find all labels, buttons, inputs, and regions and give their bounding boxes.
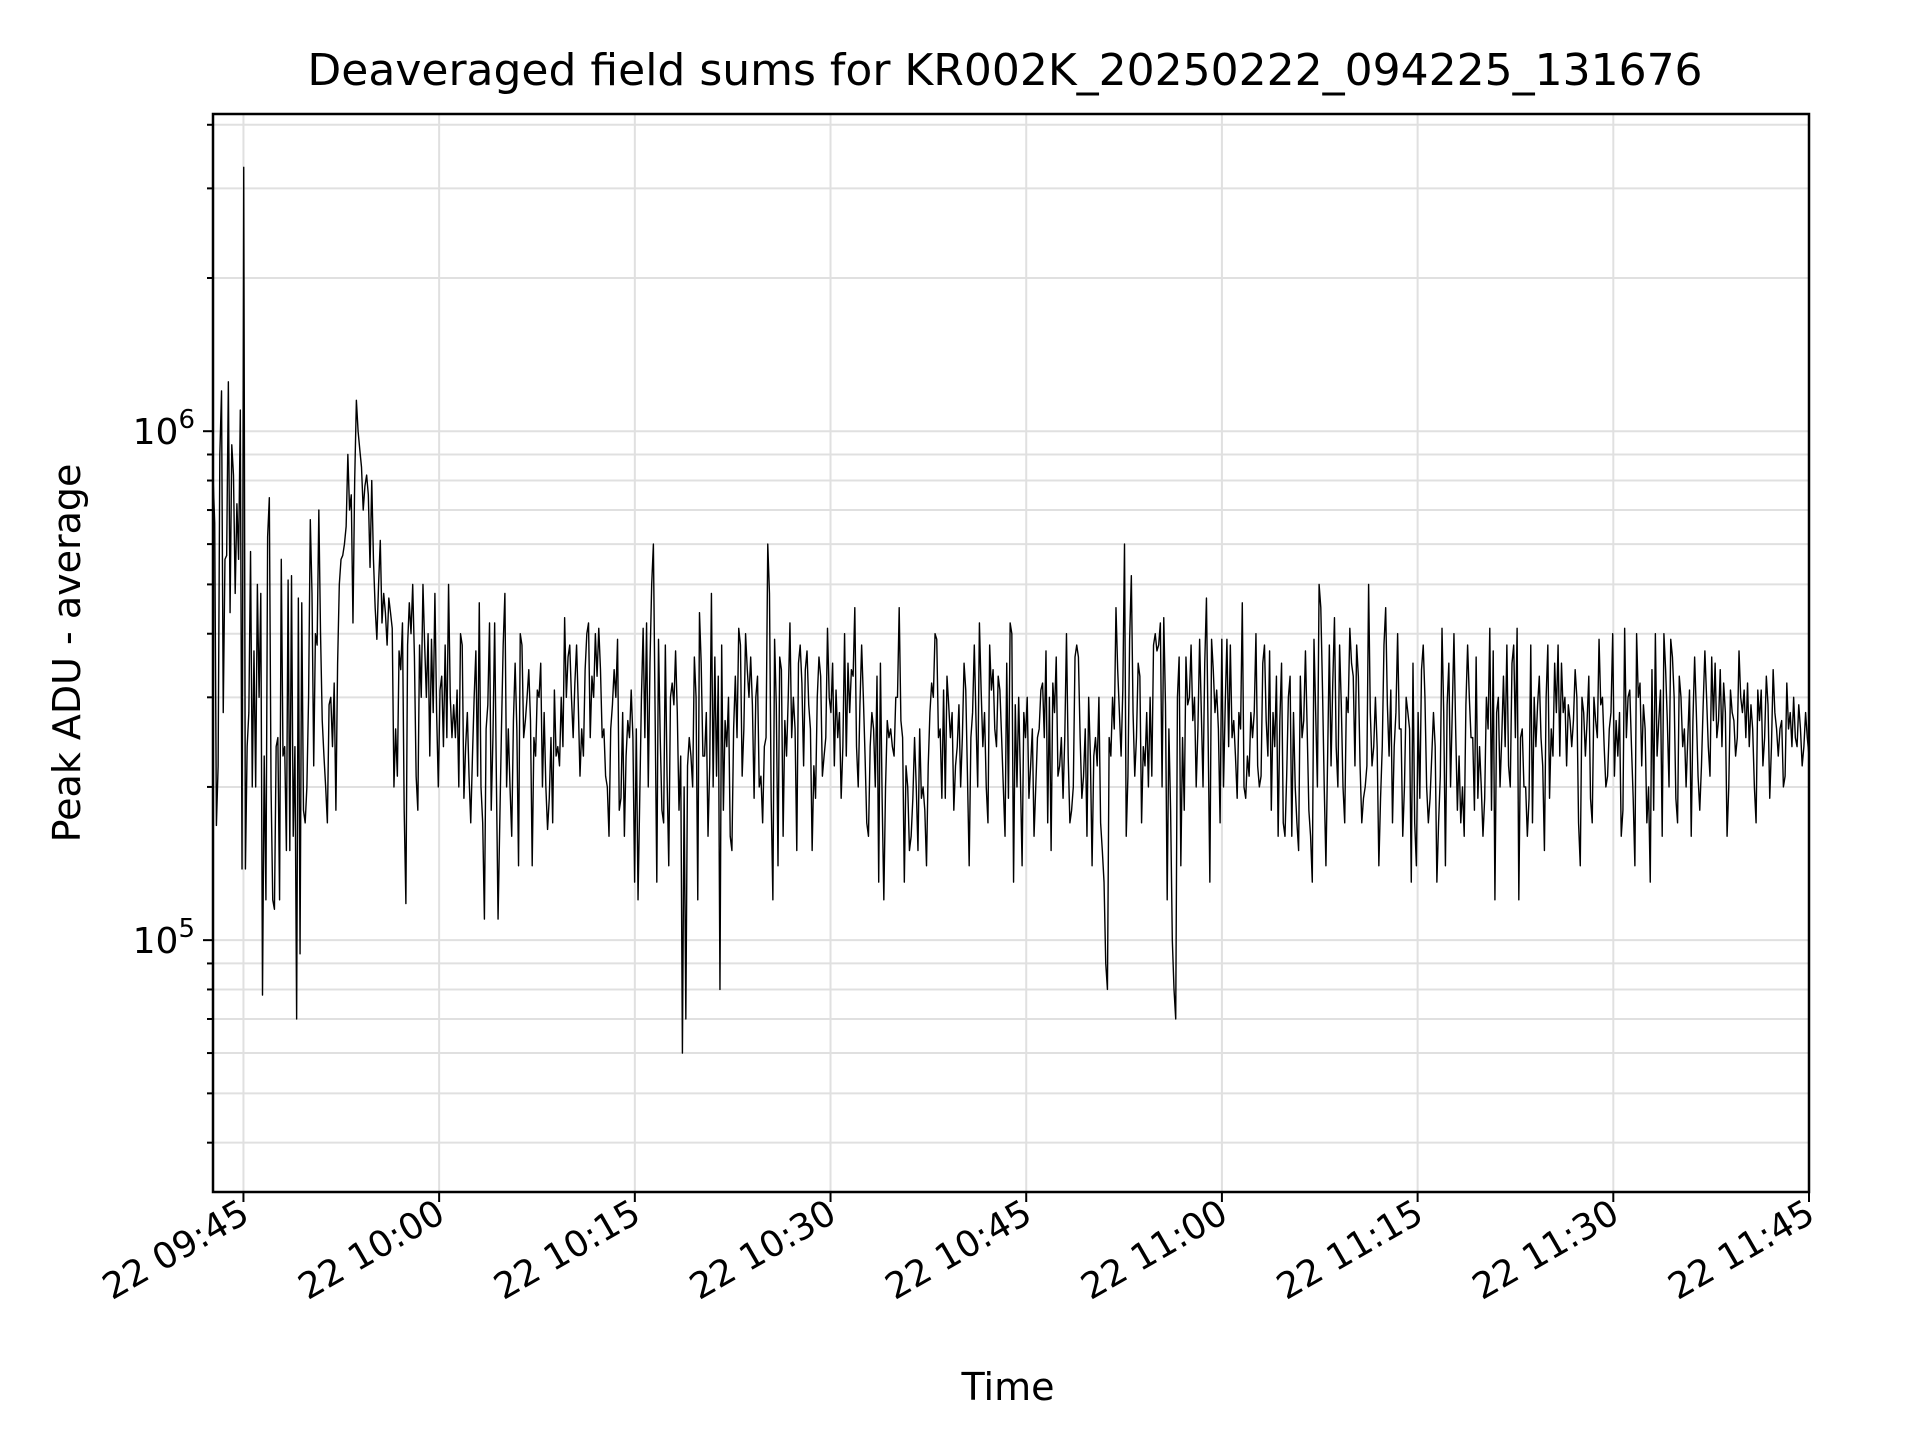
x-tick-label: 22 10:45: [879, 1192, 1039, 1308]
x-tick-label: 22 10:00: [292, 1192, 452, 1308]
y-tick-base: 10: [133, 921, 179, 962]
series-line: [212, 166, 1810, 1054]
x-tick-label: 22 11:00: [1074, 1192, 1234, 1308]
y-tick-label: 105: [133, 914, 195, 962]
x-tick-label: 22 10:30: [683, 1192, 843, 1308]
x-axis: 22 09:45 22 10:00 22 10:15 22 10:30 22 10:45…: [96, 1192, 1822, 1308]
x-tick-label: 22 11:15: [1270, 1192, 1430, 1308]
grid: [213, 114, 1810, 1192]
series-line-group: [212, 166, 1810, 1054]
y-tick-label: 106: [133, 405, 195, 453]
x-tick-label: 22 09:45: [96, 1192, 256, 1308]
y-axis-label: Peak ADU - average: [45, 464, 89, 843]
plot-frame: [211, 112, 1811, 1194]
x-tick-label: 22 11:45: [1662, 1192, 1822, 1308]
x-tick-label: 22 11:30: [1466, 1192, 1626, 1308]
x-axis-label: Time: [961, 1365, 1055, 1409]
y-tick-base: 10: [133, 412, 179, 453]
y-tick-exponent: 6: [178, 405, 195, 435]
x-tick-label: 22 10:15: [487, 1192, 647, 1308]
chart-title: Deaveraged field sums for KR002K_2025022…: [307, 45, 1702, 96]
y-tick-exponent: 5: [178, 914, 195, 944]
